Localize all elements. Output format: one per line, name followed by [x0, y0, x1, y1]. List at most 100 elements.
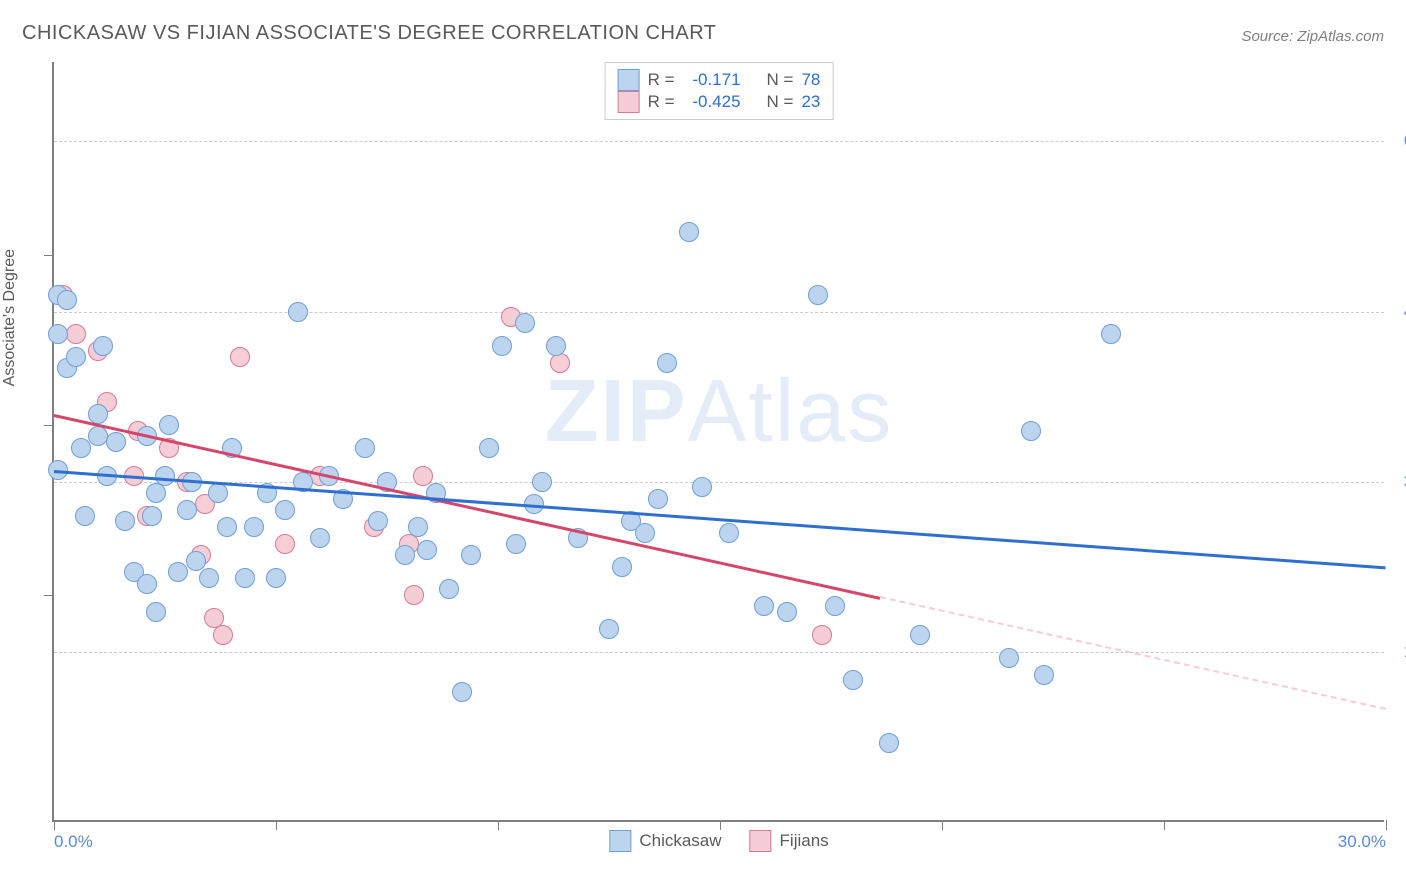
- y-axis-label: Associate's Degree: [1, 249, 19, 386]
- n-value-fijians: 23: [801, 92, 820, 112]
- point-chickasaw: [679, 222, 699, 242]
- point-chickasaw: [461, 545, 481, 565]
- point-chickasaw: [310, 528, 330, 548]
- x-tick: [498, 820, 499, 830]
- point-fijians: [413, 466, 433, 486]
- point-chickasaw: [208, 483, 228, 503]
- point-chickasaw: [479, 438, 499, 458]
- point-chickasaw: [288, 302, 308, 322]
- x-tick: [942, 820, 943, 830]
- point-chickasaw: [137, 574, 157, 594]
- n-label: N =: [767, 70, 794, 90]
- chart-title: CHICKASAW VS FIJIAN ASSOCIATE'S DEGREE C…: [22, 22, 717, 45]
- point-chickasaw: [199, 568, 219, 588]
- swatch-chickasaw: [609, 830, 631, 852]
- point-fijians: [404, 585, 424, 605]
- source-attribution: Source: ZipAtlas.com: [1241, 28, 1384, 45]
- x-tick: [1164, 820, 1165, 830]
- point-chickasaw: [57, 290, 77, 310]
- point-chickasaw: [599, 619, 619, 639]
- point-chickasaw: [439, 579, 459, 599]
- point-chickasaw: [48, 324, 68, 344]
- y-tick: [44, 595, 54, 596]
- point-chickasaw: [71, 438, 91, 458]
- point-chickasaw: [395, 545, 415, 565]
- point-chickasaw: [217, 517, 237, 537]
- point-chickasaw: [1021, 421, 1041, 441]
- point-chickasaw: [244, 517, 264, 537]
- point-chickasaw: [266, 568, 286, 588]
- legend-row-fijians: R = -0.425 N = 23: [618, 91, 821, 113]
- point-chickasaw: [1034, 665, 1054, 685]
- n-label: N =: [767, 92, 794, 112]
- point-chickasaw: [825, 596, 845, 616]
- trendline: [880, 597, 1387, 711]
- point-chickasaw: [115, 511, 135, 531]
- point-chickasaw: [408, 517, 428, 537]
- legend-row-chickasaw: R = -0.171 N = 78: [618, 69, 821, 91]
- point-chickasaw: [146, 483, 166, 503]
- point-chickasaw: [106, 432, 126, 452]
- point-chickasaw: [146, 602, 166, 622]
- point-chickasaw: [159, 415, 179, 435]
- x-tick-label: 0.0%: [54, 832, 93, 852]
- point-fijians: [230, 347, 250, 367]
- r-label: R =: [648, 92, 675, 112]
- legend-label: Fijians: [780, 831, 829, 851]
- point-chickasaw: [177, 500, 197, 520]
- x-tick: [54, 820, 55, 830]
- y-tick: [44, 255, 54, 256]
- point-chickasaw: [452, 682, 472, 702]
- legend-item-chickasaw: Chickasaw: [609, 830, 721, 852]
- n-value-chickasaw: 78: [801, 70, 820, 90]
- point-chickasaw: [692, 477, 712, 497]
- gridline: [54, 312, 1384, 313]
- point-chickasaw: [168, 562, 188, 582]
- point-chickasaw: [492, 336, 512, 356]
- point-chickasaw: [93, 336, 113, 356]
- point-fijians: [812, 625, 832, 645]
- r-value-fijians: -0.425: [683, 92, 741, 112]
- point-chickasaw: [532, 472, 552, 492]
- x-tick: [276, 820, 277, 830]
- point-chickasaw: [612, 557, 632, 577]
- gridline: [54, 141, 1384, 142]
- point-chickasaw: [777, 602, 797, 622]
- point-chickasaw: [75, 506, 95, 526]
- point-chickasaw: [1101, 324, 1121, 344]
- y-tick: [44, 425, 54, 426]
- x-tick-label: 30.0%: [1338, 832, 1386, 852]
- point-chickasaw: [186, 551, 206, 571]
- point-chickasaw: [648, 489, 668, 509]
- point-chickasaw: [515, 313, 535, 333]
- legend-item-fijians: Fijians: [750, 830, 829, 852]
- point-chickasaw: [66, 347, 86, 367]
- point-chickasaw: [879, 733, 899, 753]
- x-tick: [1386, 820, 1387, 830]
- gridline: [54, 652, 1384, 653]
- point-chickasaw: [368, 511, 388, 531]
- r-value-chickasaw: -0.171: [683, 70, 741, 90]
- point-chickasaw: [657, 353, 677, 373]
- watermark: ZIPAtlas: [545, 360, 894, 462]
- point-fijians: [66, 324, 86, 344]
- point-chickasaw: [155, 466, 175, 486]
- scatter-plot: ZIPAtlas R = -0.171 N = 78 R = -0.425 N …: [52, 62, 1384, 822]
- point-chickasaw: [142, 506, 162, 526]
- point-chickasaw: [754, 596, 774, 616]
- point-chickasaw: [235, 568, 255, 588]
- point-fijians: [213, 625, 233, 645]
- point-fijians: [550, 353, 570, 373]
- point-chickasaw: [843, 670, 863, 690]
- swatch-fijians: [750, 830, 772, 852]
- point-chickasaw: [417, 540, 437, 560]
- point-chickasaw: [999, 648, 1019, 668]
- point-chickasaw: [88, 404, 108, 424]
- swatch-fijians: [618, 91, 640, 113]
- point-chickasaw: [910, 625, 930, 645]
- point-fijians: [275, 534, 295, 554]
- legend-label: Chickasaw: [639, 831, 721, 851]
- point-chickasaw: [355, 438, 375, 458]
- correlation-legend: R = -0.171 N = 78 R = -0.425 N = 23: [605, 62, 834, 120]
- r-label: R =: [648, 70, 675, 90]
